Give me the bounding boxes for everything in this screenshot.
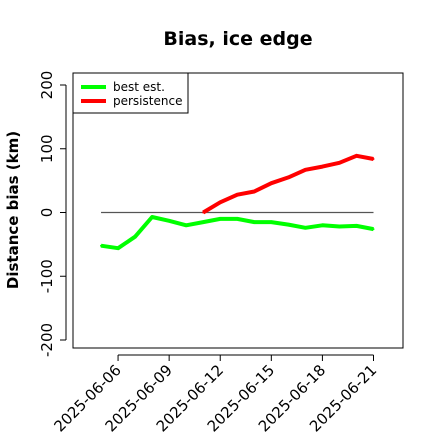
plot-frame (72, 72, 404, 349)
legend-label: best est. (113, 80, 165, 94)
data-point-persistence (202, 211, 205, 214)
y-tick-label: -200 (38, 323, 56, 357)
data-point-persistence (355, 154, 358, 157)
data-point-best-est (287, 223, 290, 226)
data-point-best-est (270, 221, 273, 224)
data-point-best-est (321, 224, 324, 227)
data-point-best-est (202, 221, 205, 224)
legend: best est.persistence (72, 72, 189, 114)
data-point-best-est (151, 216, 154, 218)
y-tick-label: 0 (38, 208, 56, 218)
series-line-persistence (202, 153, 374, 215)
data-point-persistence (253, 190, 256, 193)
data-point-persistence (372, 158, 375, 160)
data-point-persistence (287, 176, 290, 179)
series-line-best-est (100, 215, 374, 251)
data-point-best-est (304, 226, 307, 229)
y-tick-label: -100 (38, 259, 56, 293)
data-point-best-est (355, 224, 358, 227)
data-point-best-est (134, 235, 137, 238)
data-point-persistence (304, 168, 307, 171)
y-axis: -200 -100 0 100 200 (38, 71, 67, 357)
data-point-persistence (270, 182, 273, 185)
data-point-best-est (117, 247, 120, 250)
data-point-best-est (219, 217, 222, 220)
legend-box (72, 72, 189, 114)
data-point-best-est (236, 217, 239, 220)
y-axis-label: Distance bias (km) (4, 131, 22, 289)
y-tick-label: 200 (38, 71, 56, 100)
legend-label: persistence (113, 94, 182, 108)
chart-title: Bias, ice edge (163, 28, 312, 50)
data-point-best-est (253, 221, 256, 224)
data-point-best-est (185, 224, 188, 227)
data-point-persistence (338, 161, 341, 164)
series-layer (100, 153, 375, 251)
data-point-persistence (219, 201, 222, 204)
data-point-best-est (168, 219, 171, 222)
data-point-persistence (321, 165, 324, 168)
x-axis: 2025-06-062025-06-092025-06-122025-06-15… (51, 354, 380, 435)
data-point-persistence (236, 193, 239, 196)
data-point-best-est (338, 225, 341, 228)
data-point-best-est (100, 244, 102, 247)
data-point-best-est (372, 228, 375, 231)
y-tick-label: 100 (38, 134, 56, 163)
